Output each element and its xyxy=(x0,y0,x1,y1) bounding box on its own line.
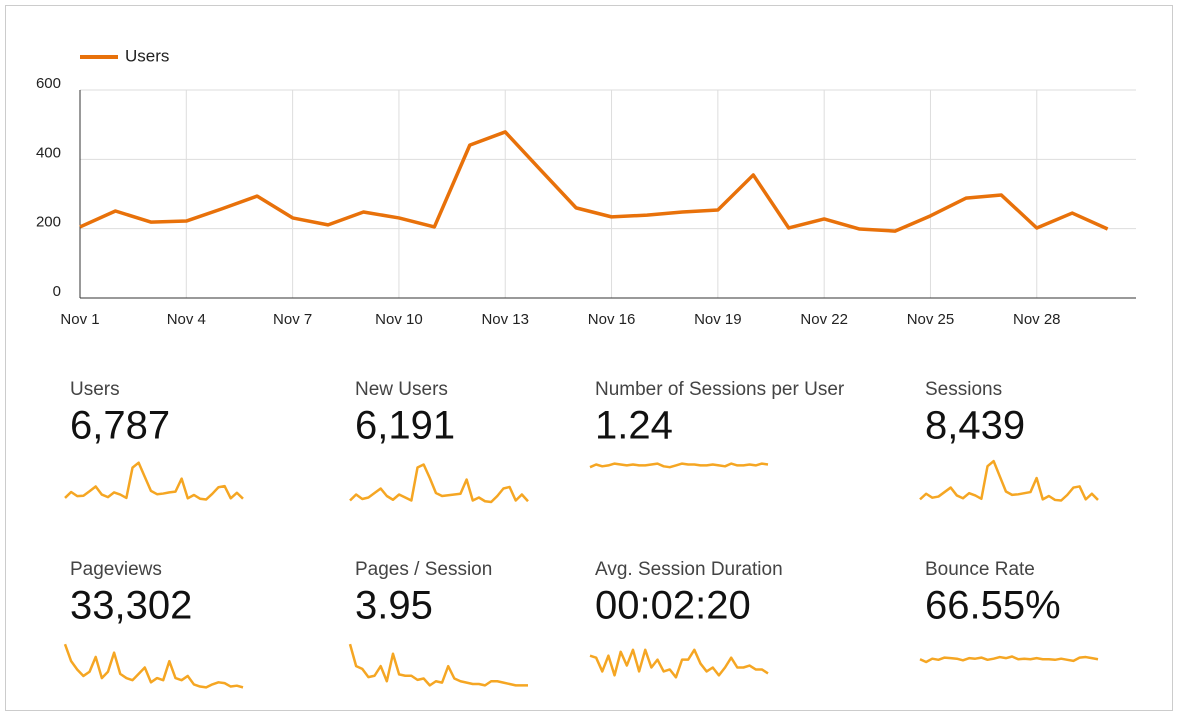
x-tick-label: Nov 10 xyxy=(375,311,423,328)
x-tick-label: Nov 4 xyxy=(167,311,206,328)
y-tick-label: 0 xyxy=(53,283,61,300)
x-tick-label: Nov 16 xyxy=(588,311,636,328)
metric-value: 00:02:20 xyxy=(595,584,751,628)
x-tick-label: Nov 1 xyxy=(60,311,99,328)
metric-label: New Users xyxy=(355,379,448,400)
metric-value: 33,302 xyxy=(70,584,192,628)
sparkline xyxy=(348,643,528,687)
sparkline xyxy=(919,655,1099,664)
metric-value: 8,439 xyxy=(925,404,1025,448)
metric-value: 3.95 xyxy=(355,584,433,628)
x-tick-label: Nov 13 xyxy=(481,311,529,328)
metric-label: Bounce Rate xyxy=(925,559,1035,580)
x-tick-label: Nov 22 xyxy=(800,311,848,328)
metric-value: 6,191 xyxy=(355,404,455,448)
y-tick-label: 600 xyxy=(36,75,61,92)
x-tick-label: Nov 19 xyxy=(694,311,742,328)
y-tick-label: 200 xyxy=(36,214,61,231)
panel-border xyxy=(5,5,1173,711)
metric-value: 1.24 xyxy=(595,404,673,448)
metric-label: Users xyxy=(70,379,120,400)
sparkline xyxy=(63,643,244,689)
metric-label: Pageviews xyxy=(70,559,162,580)
metric-value: 6,787 xyxy=(70,404,170,448)
sparkline xyxy=(64,461,244,501)
sparkline xyxy=(349,463,529,504)
metric-label: Avg. Session Duration xyxy=(595,559,783,580)
metric-label: Sessions xyxy=(925,379,1002,400)
x-tick-label: Nov 28 xyxy=(1013,311,1061,328)
legend-label: Users xyxy=(125,46,169,65)
line-series xyxy=(79,130,1109,233)
sparkline xyxy=(589,462,769,469)
x-tick-label: Nov 25 xyxy=(907,311,955,328)
sparkline xyxy=(919,459,1099,502)
sparkline xyxy=(589,648,769,679)
y-tick-label: 400 xyxy=(36,144,61,161)
metric-label: Number of Sessions per User xyxy=(595,379,845,400)
x-tick-label: Nov 7 xyxy=(273,311,312,328)
metric-value: 66.55% xyxy=(925,584,1061,628)
metric-label: Pages / Session xyxy=(355,559,492,580)
